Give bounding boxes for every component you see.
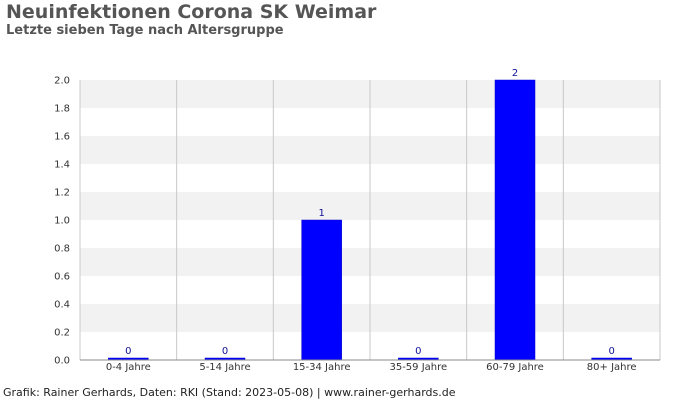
x-tick-label: 35-59 Jahre — [389, 362, 447, 373]
y-tick-label: 2.0 — [54, 76, 70, 87]
y-tick-label: 0.0 — [54, 356, 70, 367]
x-tick-label: 80+ Jahre — [587, 362, 637, 373]
y-tick-label: 0.2 — [54, 328, 70, 339]
data-labels: 0 0 1 0 2 0 — [125, 68, 615, 357]
data-label: 0 — [415, 346, 421, 357]
bar — [301, 219, 342, 361]
x-tick-label: 5-14 Jahre — [199, 362, 250, 373]
chart-subtitle: Letzte sieben Tage nach Altersgruppe — [6, 23, 284, 38]
data-label: 0 — [222, 346, 228, 357]
footer-credit: Grafik: Rainer Gerhards, Daten: RKI (Sta… — [3, 386, 456, 399]
x-tick-label: 15-34 Jahre — [293, 362, 351, 373]
y-tick-label: 0.6 — [54, 272, 70, 283]
x-axis-ticks: 0-4 Jahre 5-14 Jahre 15-34 Jahre 35-59 Jahr… — [106, 362, 637, 373]
data-label: 1 — [318, 208, 324, 219]
y-tick-label: 1.6 — [54, 132, 70, 143]
data-label: 0 — [125, 346, 131, 357]
y-tick-label: 1.8 — [54, 104, 70, 115]
data-label: 2 — [512, 68, 518, 79]
x-tick-label: 0-4 Jahre — [106, 362, 151, 373]
vertical-gridlines — [79, 80, 661, 360]
y-tick-label: 1.2 — [54, 188, 70, 199]
y-tick-label: 0.4 — [54, 300, 70, 311]
chart-title: Neuinfektionen Corona SK Weimar — [6, 1, 377, 23]
bar — [494, 79, 536, 361]
data-label: 0 — [608, 346, 614, 357]
x-tick-label: 60-79 Jahre — [486, 362, 544, 373]
y-axis-ticks: 0.0 0.2 0.4 0.6 0.8 1.0 1.2 1.4 1.6 1.8 2.0 — [54, 76, 70, 367]
y-tick-label: 0.8 — [54, 244, 70, 255]
y-tick-label: 1.4 — [54, 160, 70, 171]
y-tick-label: 1.0 — [54, 216, 70, 227]
